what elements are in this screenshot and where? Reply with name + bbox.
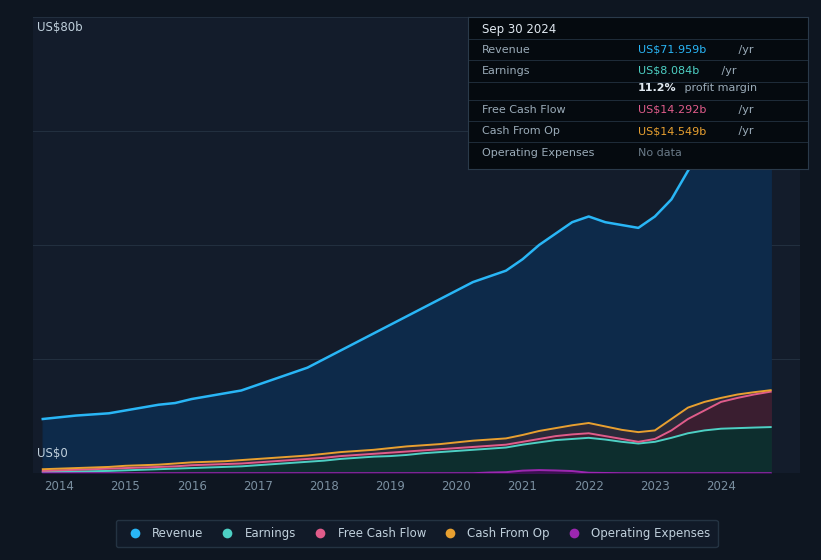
Text: US$14.292b: US$14.292b xyxy=(638,105,706,115)
Text: No data: No data xyxy=(638,148,682,158)
Legend: Revenue, Earnings, Free Cash Flow, Cash From Op, Operating Expenses: Revenue, Earnings, Free Cash Flow, Cash … xyxy=(116,520,718,547)
Text: Operating Expenses: Operating Expenses xyxy=(482,148,594,158)
Text: US$14.549b: US$14.549b xyxy=(638,126,706,136)
Text: /yr: /yr xyxy=(718,66,736,76)
Text: Sep 30 2024: Sep 30 2024 xyxy=(482,24,556,36)
Text: US$0: US$0 xyxy=(37,446,67,460)
Text: /yr: /yr xyxy=(735,45,754,55)
Text: Revenue: Revenue xyxy=(482,45,530,55)
Text: US$80b: US$80b xyxy=(37,21,82,34)
Text: Earnings: Earnings xyxy=(482,66,530,76)
Text: /yr: /yr xyxy=(735,126,754,136)
Text: US$8.084b: US$8.084b xyxy=(638,66,699,76)
Text: Free Cash Flow: Free Cash Flow xyxy=(482,105,565,115)
Text: Cash From Op: Cash From Op xyxy=(482,126,559,136)
Text: 11.2%: 11.2% xyxy=(638,83,677,93)
Text: /yr: /yr xyxy=(735,105,754,115)
Text: US$71.959b: US$71.959b xyxy=(638,45,706,55)
Text: profit margin: profit margin xyxy=(681,83,757,93)
